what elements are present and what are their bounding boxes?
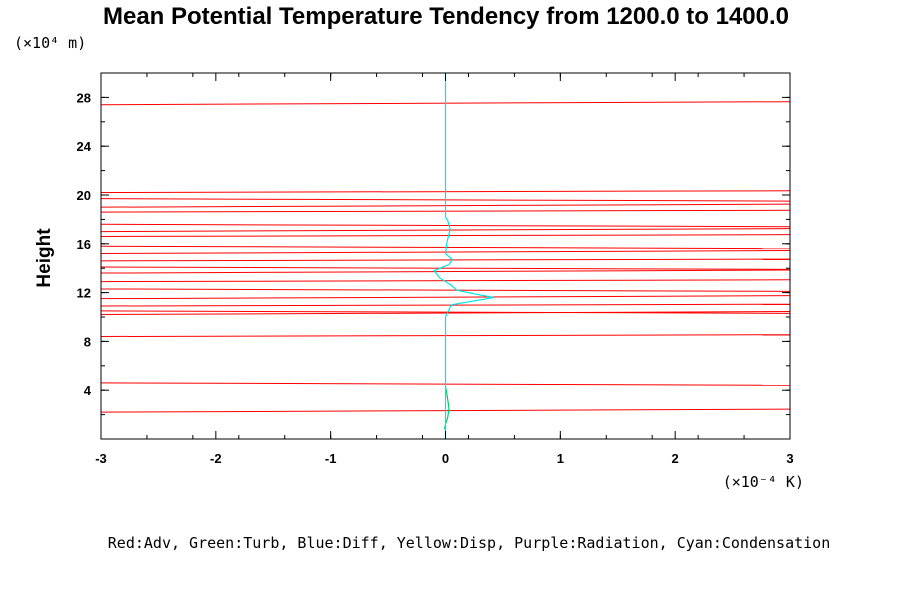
chart-title: Mean Potential Temperature Tendency from…: [103, 3, 789, 30]
x-tick-label: -3: [95, 451, 107, 466]
adv-segment: [101, 228, 790, 233]
adv-segment: [101, 234, 790, 237]
y-axis-unit: (×10⁴ m): [14, 34, 86, 52]
y-tick-label: 28: [77, 90, 91, 105]
x-tick-label: 2: [672, 451, 679, 466]
y-axis-label: Height: [34, 228, 55, 288]
adv-segment: [101, 279, 790, 283]
x-axis-unit: (×10⁻⁴ K): [723, 473, 804, 491]
y-tick-label: 16: [77, 237, 91, 252]
x-tick-label: 1: [557, 451, 564, 466]
series-line-condensation: [433, 73, 494, 439]
adv-segment: [101, 223, 790, 228]
adv-segment: [101, 269, 790, 274]
x-tick-label: 0: [442, 451, 449, 466]
adv-segment: [101, 288, 790, 292]
series-layer: [101, 73, 790, 439]
y-tick-label: 12: [77, 286, 91, 301]
adv-segment: [101, 310, 790, 314]
x-tick-label: 3: [786, 451, 793, 466]
adv-segment: [101, 311, 790, 316]
y-tick-label: 20: [77, 188, 91, 203]
x-tick-label: -1: [325, 451, 337, 466]
y-tick-label: 8: [84, 334, 91, 349]
y-tick-label: 24: [77, 139, 92, 154]
adv-segment: [101, 295, 790, 300]
adv-segment: [101, 258, 790, 262]
x-tick-label: -2: [210, 451, 222, 466]
y-tick-label: 4: [84, 383, 92, 398]
legend: Red:Adv, Green:Turb, Blue:Diff, Yellow:D…: [108, 534, 830, 552]
adv-segment: [101, 266, 790, 270]
adv-segment: [101, 245, 790, 250]
adv-segment: [101, 303, 790, 307]
